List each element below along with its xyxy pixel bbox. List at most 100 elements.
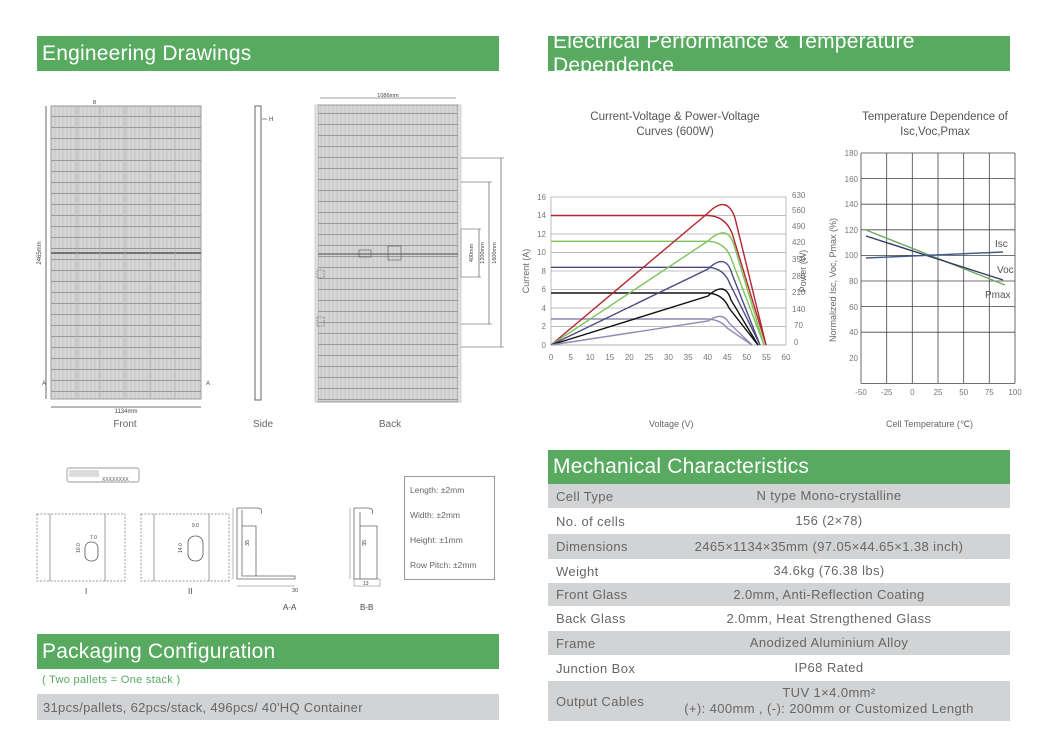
detail-drawings: XXXXXXXX 7.0 10.0 I 9.0 14.0 II 35 30 A-… <box>36 467 381 612</box>
tolerance-row-pitch: Row Pitch: ±2mm <box>410 560 477 570</box>
mech-row-back-glass: Back Glass 2.0mm, Heat Strengthened Glass <box>556 610 932 627</box>
svg-text:XXXXXXXX: XXXXXXXX <box>102 477 129 483</box>
svg-text:14.0: 14.0 <box>178 543 184 553</box>
mech-row-junction-box: Junction Box IP68 Rated <box>556 660 864 676</box>
electrical-title: Electrical Performance & Temperature Dep… <box>553 29 915 77</box>
svg-text:350: 350 <box>792 255 806 264</box>
svg-text:Normalized Isc, Voc, Pmax (%): Normalized Isc, Voc, Pmax (%) <box>828 218 838 342</box>
svg-text:25: 25 <box>644 353 653 362</box>
svg-text:14: 14 <box>537 211 546 220</box>
svg-text:0: 0 <box>549 353 554 362</box>
iv-chart-title: Current-Voltage & Power-Voltage Curves (6… <box>590 111 760 138</box>
svg-text:80: 80 <box>849 277 858 286</box>
svg-text:A: A <box>42 381 46 387</box>
temperature-chart: 180 160 140 120 100 80 60 40 20 -50 -25 0 25 50 75 100… <box>828 149 1022 397</box>
svg-text:0: 0 <box>910 388 915 397</box>
svg-text:40: 40 <box>849 328 858 337</box>
svg-text:Power (W): Power (W) <box>798 250 808 293</box>
svg-text:45: 45 <box>723 353 732 362</box>
svg-text:25: 25 <box>934 388 943 397</box>
svg-text:420: 420 <box>792 238 806 247</box>
svg-text:100: 100 <box>845 251 859 260</box>
svg-text:Isc: Isc <box>995 239 1008 250</box>
svg-text:0: 0 <box>542 341 547 350</box>
svg-text:560: 560 <box>792 206 806 215</box>
packaging-title: Packaging Configuration <box>42 639 276 663</box>
svg-text:30: 30 <box>292 588 298 594</box>
svg-text:40: 40 <box>703 353 712 362</box>
side-label: Side <box>252 419 273 430</box>
svg-text:8: 8 <box>542 267 547 276</box>
svg-text:140: 140 <box>792 305 806 314</box>
output-cables-line2: (+): 400mm , (-): 200mm or Customized Le… <box>684 701 974 716</box>
svg-text:50: 50 <box>959 388 968 397</box>
side-drawing: H <box>254 105 273 401</box>
front-label: Front <box>113 419 137 430</box>
mech-row-frame: Frame Anodized Aluminium Alloy <box>548 631 1010 655</box>
packaging-header: Packaging Configuration <box>37 634 499 669</box>
svg-text:1086mm: 1086mm <box>377 93 399 99</box>
svg-text:13: 13 <box>363 581 369 587</box>
svg-text:10: 10 <box>537 248 546 257</box>
svg-text:A-A: A-A <box>283 603 297 612</box>
svg-text:B: B <box>93 100 97 106</box>
svg-text:Voc: Voc <box>997 265 1014 276</box>
svg-text:400mm: 400mm <box>469 243 475 262</box>
mech-row-cell-type: Cell Type N type Mono-crystalline <box>548 484 1010 508</box>
svg-text:280: 280 <box>792 272 806 281</box>
svg-text:490: 490 <box>792 222 806 231</box>
mech-row-dimensions: Dimensions 2465×1134×35mm (97.05×44.65×1.… <box>548 534 1010 559</box>
svg-text:630: 630 <box>792 191 806 200</box>
svg-text:210: 210 <box>792 288 806 297</box>
packaging-note: ( Two pallets = One stack ) <box>42 674 181 686</box>
svg-text:35: 35 <box>362 540 368 546</box>
svg-text:30: 30 <box>664 353 673 362</box>
svg-text:15: 15 <box>605 353 614 362</box>
svg-text:10.0: 10.0 <box>76 543 82 553</box>
svg-text:-25: -25 <box>881 388 893 397</box>
svg-text:6: 6 <box>542 285 547 294</box>
svg-text:55: 55 <box>762 353 771 362</box>
svg-text:75: 75 <box>985 388 994 397</box>
svg-text:16: 16 <box>537 193 546 202</box>
svg-text:B-B: B-B <box>360 603 373 612</box>
tolerance-height: Height: ±1mm <box>410 535 463 545</box>
svg-text:35: 35 <box>245 540 251 546</box>
mech-row-output-cables: Output Cables TUV 1×4.0mm² (+): 400mm , (-… <box>548 681 1010 721</box>
packaging-detail: 31pcs/pallets, 62pcs/stack, 496pcs/ 40'H… <box>37 694 499 720</box>
svg-text:9.0: 9.0 <box>192 523 199 529</box>
svg-text:7.0: 7.0 <box>90 535 97 541</box>
mech-row-front-glass: Front Glass 2.0mm, Anti-Reflection Coatin… <box>548 583 1010 606</box>
svg-text:2465mm: 2465mm <box>37 241 43 264</box>
temp-chart-title: Temperature Dependence of Isc,Voc,Pmax <box>862 111 1008 138</box>
svg-text:2: 2 <box>542 322 547 331</box>
svg-text:-50: -50 <box>855 388 867 397</box>
tolerance-width: Width: ±2mm <box>410 510 461 520</box>
svg-text:II: II <box>188 587 192 596</box>
svg-text:Current (A): Current (A) <box>521 249 531 294</box>
svg-text:60: 60 <box>782 353 791 362</box>
engineering-drawings-header: Engineering Drawings <box>37 36 499 71</box>
svg-text:5: 5 <box>568 353 573 362</box>
svg-text:35: 35 <box>684 353 693 362</box>
output-cables-line1: TUV 1×4.0mm² <box>782 685 876 700</box>
svg-text:20: 20 <box>849 354 858 363</box>
electrical-header: Electrical Performance & Temperature Dep… <box>548 30 1010 77</box>
svg-text:100: 100 <box>1008 388 1022 397</box>
svg-text:1200mm: 1200mm <box>480 242 486 264</box>
tolerance-box: Length: ±2mm Width: ±2mm Height: ±1mm Ro… <box>404 476 495 580</box>
packaging-detail-text: 31pcs/pallets, 62pcs/stack, 496pcs/ 40'H… <box>43 699 363 715</box>
svg-text:I: I <box>85 587 87 596</box>
svg-text:180: 180 <box>845 149 859 158</box>
back-label: Back <box>378 419 402 430</box>
svg-text:A: A <box>206 381 210 387</box>
svg-text:H: H <box>269 117 273 123</box>
svg-text:20: 20 <box>625 353 634 362</box>
svg-text:140: 140 <box>845 200 859 209</box>
svg-text:10: 10 <box>586 353 595 362</box>
front-drawing: 2465mm 1134mm A A B <box>37 100 210 415</box>
mech-row-cells: No. of cells 156 (2×78) <box>556 513 863 529</box>
svg-text:120: 120 <box>845 226 859 235</box>
iv-xlabel: Voltage (V) <box>649 419 694 429</box>
